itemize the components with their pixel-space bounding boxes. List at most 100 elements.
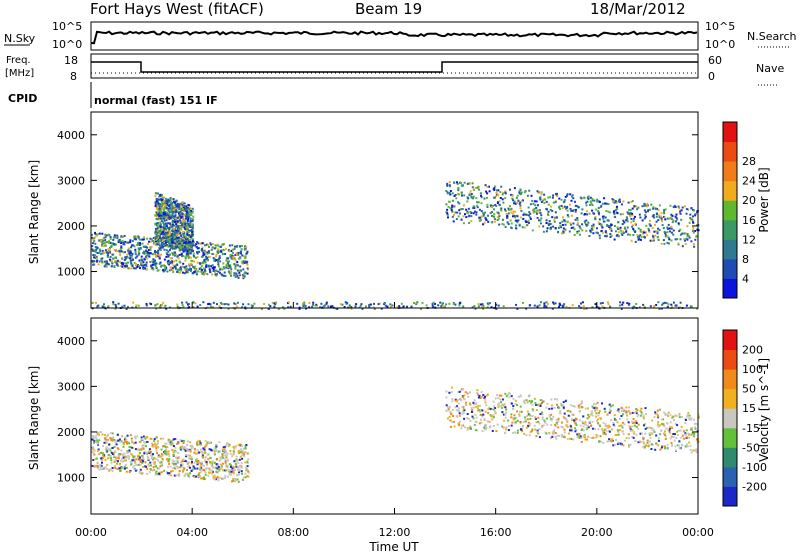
- scatter-cell: [109, 454, 112, 457]
- scatter-cell: [496, 216, 499, 219]
- scatter-cell: [615, 230, 617, 233]
- scatter-cell: [240, 451, 242, 454]
- scatter-cell: [308, 306, 311, 309]
- scatter-cell: [513, 414, 516, 417]
- scatter-cell: [508, 392, 511, 395]
- scatter-cell: [113, 451, 115, 454]
- scatter-cell: [450, 425, 452, 428]
- scatter-cell: [463, 394, 466, 397]
- scatter-cell: [687, 208, 689, 211]
- scatter-cell: [649, 208, 651, 211]
- scatter-cell: [217, 252, 220, 254]
- scatter-cell: [527, 214, 530, 217]
- scatter-cell: [127, 247, 130, 250]
- scatter-cell: [185, 238, 188, 241]
- scatter-cell: [104, 458, 107, 461]
- scatter-cell: [681, 434, 684, 437]
- scatter-cell: [160, 199, 163, 201]
- scatter-cell: [667, 428, 670, 431]
- scatter-cell: [165, 252, 168, 255]
- scatter-cell: [480, 418, 482, 421]
- scatter-cell: [175, 229, 178, 232]
- scatter-cell: [170, 261, 173, 264]
- scatter-cell: [622, 219, 625, 222]
- x-axis-label: Time UT: [368, 540, 419, 554]
- scatter-cell: [607, 203, 610, 206]
- scatter-cell: [115, 261, 118, 263]
- scatter-cell: [563, 428, 566, 431]
- scatter-cell: [176, 459, 179, 462]
- scatter-cell: [232, 258, 235, 261]
- scatter-cell: [144, 436, 147, 439]
- scatter-cell: [160, 237, 163, 240]
- scatter-cell: [172, 224, 174, 227]
- scatter-cell: [671, 416, 674, 419]
- scatter-cell: [498, 402, 501, 405]
- scatter-cell: [514, 210, 516, 213]
- scatter-cell: [112, 454, 115, 457]
- scatter-cell: [496, 211, 499, 214]
- scatter-cell: [654, 207, 657, 210]
- scatter-cell: [629, 429, 632, 432]
- scatter-cell: [566, 205, 569, 208]
- scatter-cell: [621, 424, 624, 427]
- scatter-cell: [229, 272, 232, 275]
- colorbar-swatch: [723, 141, 737, 162]
- scatter-cell: [198, 467, 201, 470]
- scatter-cell: [93, 260, 96, 263]
- scatter-cell: [230, 470, 233, 473]
- scatter-cell: [196, 241, 199, 243]
- scatter-cell: [643, 231, 646, 234]
- scatter-cell: [579, 424, 582, 427]
- scatter-cell: [666, 241, 669, 244]
- scatter-cell: [149, 437, 152, 440]
- scatter-cell: [105, 264, 108, 267]
- scatter-cell: [590, 423, 593, 426]
- scatter-cell: [224, 461, 227, 464]
- scatter-cell: [691, 219, 694, 222]
- scatter-cell: [485, 394, 488, 397]
- scatter-cell: [144, 263, 147, 266]
- scatter-cell: [212, 461, 214, 463]
- scatter-cell: [145, 268, 148, 271]
- scatter-cell: [670, 225, 673, 228]
- scatter-cell: [160, 218, 163, 221]
- scatter-cell: [592, 232, 595, 235]
- scatter-cell: [114, 465, 116, 468]
- scatter-cell: [155, 265, 158, 268]
- scatter-cell: [142, 435, 145, 438]
- scatter-cell: [589, 231, 592, 234]
- scatter-cell: [199, 267, 202, 270]
- scatter-cell: [586, 407, 589, 410]
- scatter-cell: [197, 474, 200, 477]
- scatter-cell: [137, 304, 140, 307]
- scatter-cell: [496, 394, 499, 397]
- scatter-cell: [168, 207, 171, 210]
- scatter-cell: [470, 220, 473, 222]
- scatter-cell: [658, 408, 661, 411]
- scatter-cell: [488, 190, 491, 193]
- scatter-cell: [100, 451, 103, 454]
- scatter-cell: [133, 238, 136, 241]
- scatter-cell: [595, 436, 598, 439]
- scatter-cell: [513, 417, 516, 420]
- scatter-cell: [554, 432, 557, 435]
- scatter-cell: [606, 413, 609, 416]
- scatter-cell: [199, 304, 202, 306]
- scatter-cell: [189, 441, 192, 444]
- scatter-cell: [205, 461, 208, 463]
- scatter-cell: [533, 200, 536, 203]
- xtick-5: 20:00: [581, 526, 613, 539]
- scatter-cell: [467, 417, 470, 420]
- scatter-cell: [153, 263, 156, 266]
- scatter-cell: [581, 420, 584, 423]
- scatter-cell: [273, 305, 276, 308]
- scatter-cell: [171, 209, 174, 212]
- scatter-cell: [512, 212, 515, 215]
- scatter-cell: [176, 204, 179, 207]
- scatter-cell: [656, 208, 659, 210]
- scatter-cell: [497, 304, 500, 307]
- scatter-cell: [549, 437, 552, 440]
- scatter-cell: [134, 441, 137, 444]
